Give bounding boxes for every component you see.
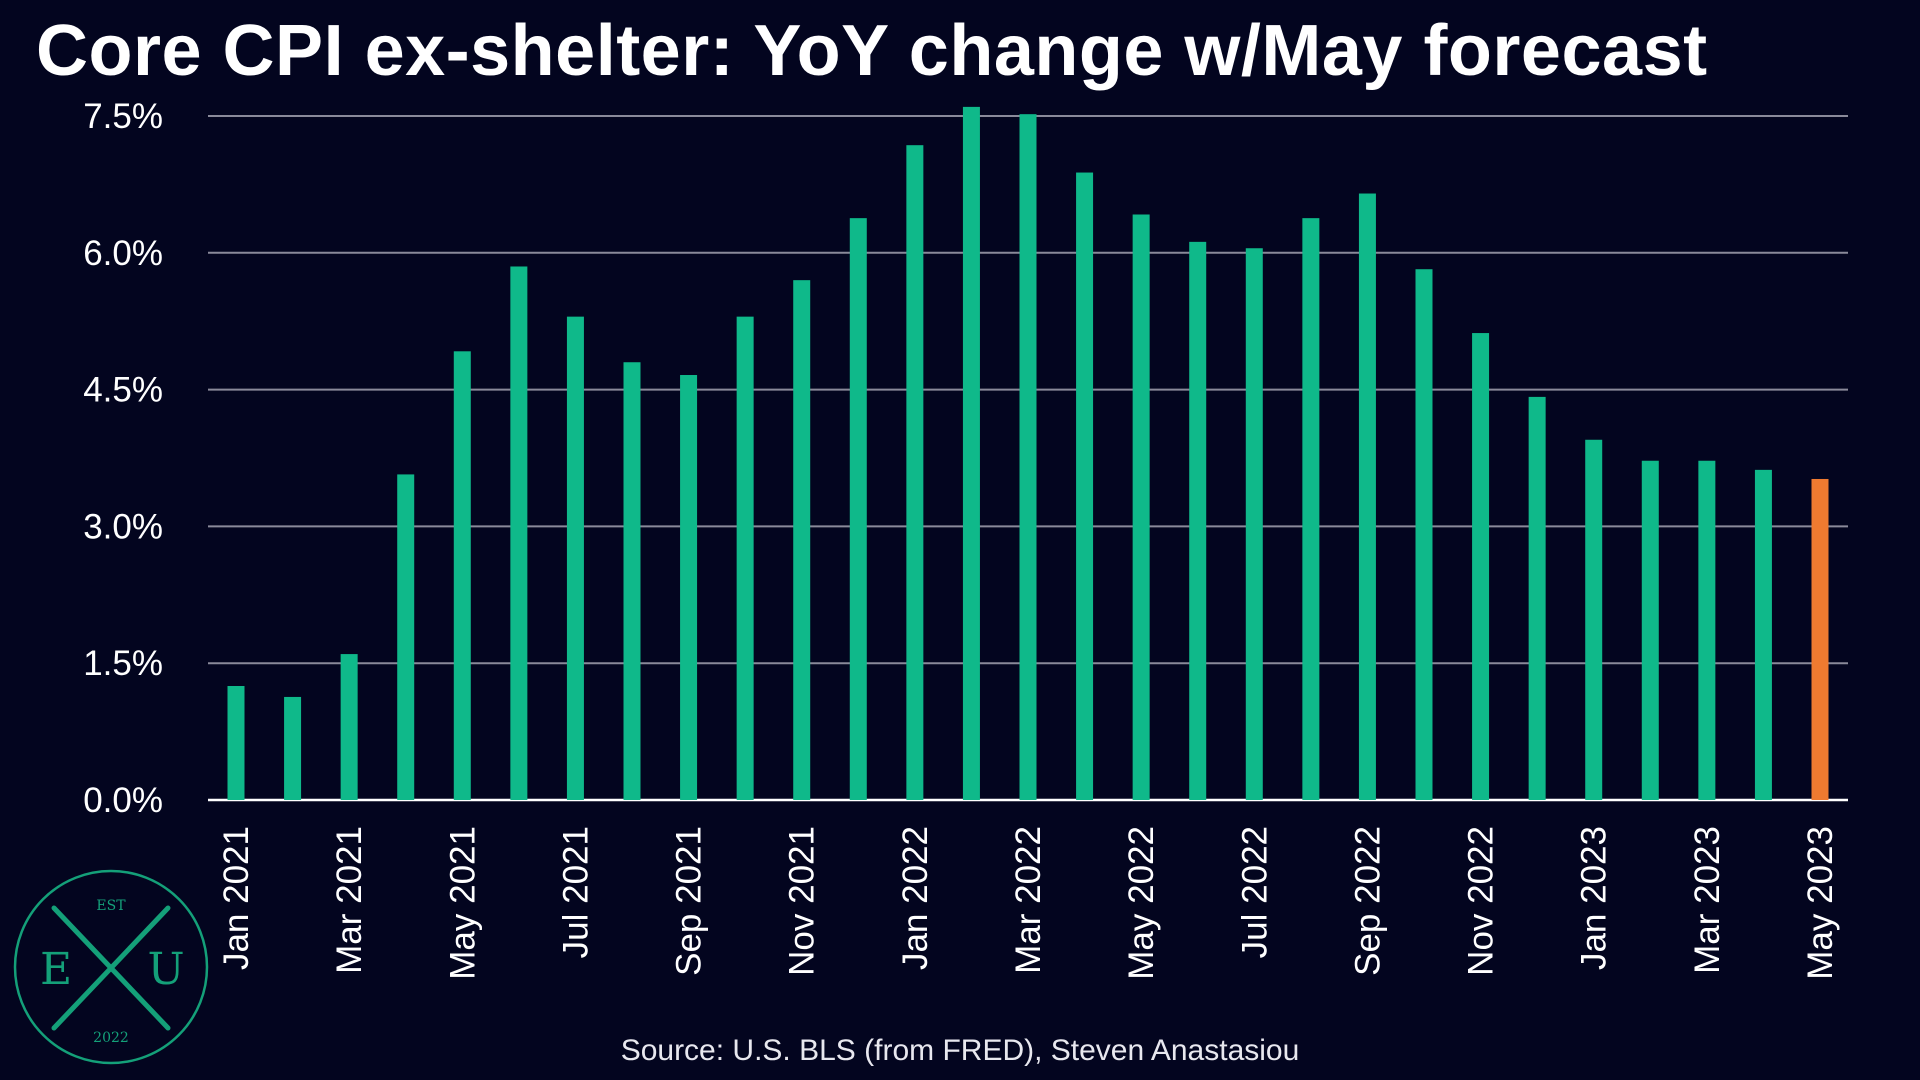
x-tick-label: May 2022 [1122,826,1161,980]
bar [680,375,698,800]
bar [736,316,754,800]
bar [566,316,584,800]
y-tick-label: 4.5% [83,371,163,410]
bar [906,145,924,800]
bar [1641,460,1659,800]
x-tick-label: Jan 2021 [217,826,256,970]
y-tick-label: 6.0% [83,234,163,273]
logo-year: 2022 [93,1030,129,1046]
y-tick-label: 7.5% [83,97,163,136]
x-tick-label: Mar 2022 [1009,826,1048,974]
bar [1132,214,1150,801]
bar [340,654,358,800]
bar [1189,241,1207,800]
bar [1415,269,1433,800]
x-tick-label: Jan 2023 [1575,826,1614,970]
bar [1472,333,1490,800]
x-tick-label: Jul 2022 [1235,826,1274,958]
x-tick-label: Mar 2021 [330,826,369,974]
y-axis-ticks: 0.0% 1.5% 3.0% 4.5% 6.0% 7.5% [83,97,163,820]
bar [962,106,980,800]
bar [453,351,471,800]
bar [510,266,528,801]
bar [1528,396,1546,800]
bar [1302,218,1320,801]
bar [793,280,811,800]
bar [623,362,641,800]
y-tick-label: 1.5% [83,644,163,683]
x-tick-label: Nov 2022 [1462,826,1501,976]
bar [849,218,867,801]
bar [227,686,245,800]
logo-letter-e: E [40,944,72,995]
bar [1585,439,1603,800]
bar [1754,469,1772,800]
logo-est: EST [96,898,126,914]
bar [1019,114,1037,800]
x-tick-label: Mar 2023 [1688,826,1727,974]
bar [397,474,415,800]
bar-forecast [1811,478,1829,800]
x-tick-label: Jul 2021 [556,826,595,958]
bar [1245,248,1263,801]
logo-letter-x: X [93,940,129,998]
exu-logo: EST E X U 2022 [13,869,209,1065]
bar [1358,193,1376,800]
y-tick-label: 3.0% [83,507,163,546]
source-note: Source: U.S. BLS (from FRED), Steven Ana… [620,1034,1300,1067]
x-tick-label: Jan 2022 [896,826,935,970]
x-axis-ticks: Jan 2021 Mar 2021 May 2021 Jul 2021 Sep 2021… [217,826,1840,980]
x-tick-label: Sep 2022 [1348,826,1387,976]
chart-title: Core CPI ex-shelter: YoY change w/May fo… [36,11,1708,91]
x-tick-label: May 2021 [443,826,482,980]
bar [1698,460,1716,800]
bars [227,106,1829,801]
x-tick-label: Sep 2021 [670,826,709,976]
logo-letter-u: U [147,944,184,995]
x-tick-label: Nov 2021 [783,826,822,976]
y-tick-label: 0.0% [83,781,163,820]
bar [1076,172,1094,800]
x-tick-label: May 2023 [1801,826,1840,980]
bar [284,696,302,800]
